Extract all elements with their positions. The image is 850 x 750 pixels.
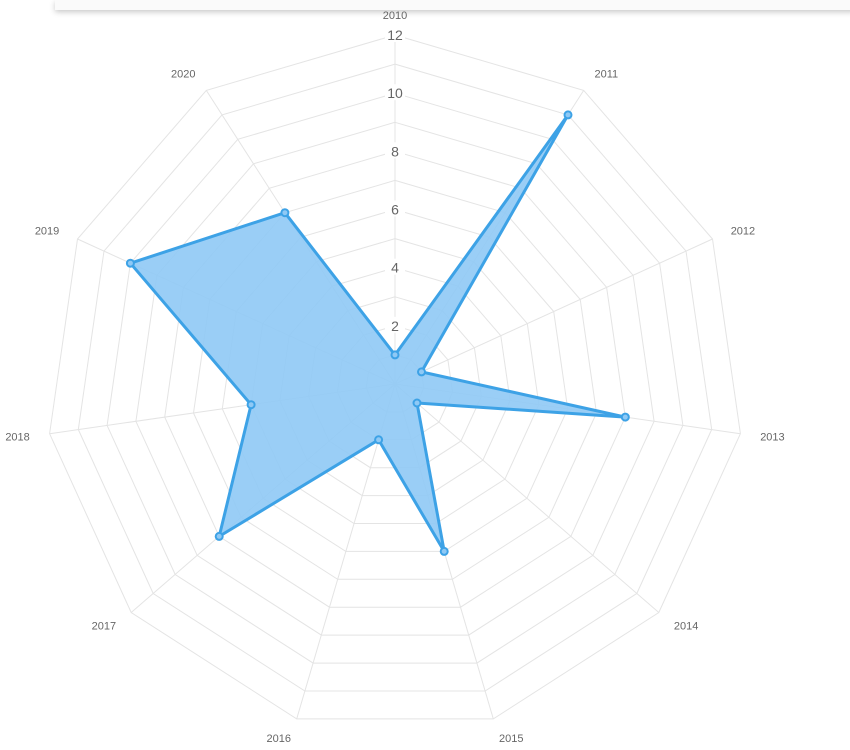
category-label: 2018: [5, 432, 29, 444]
data-point: [417, 367, 426, 377]
category-label: 2015: [499, 733, 523, 745]
category-label: 2017: [92, 621, 116, 633]
tick-label-bg: [385, 84, 405, 101]
top-shadow-bar: [55, 0, 850, 10]
tick-label: 10: [387, 85, 403, 101]
tick-label-bg: [385, 200, 405, 217]
data-point: [563, 110, 573, 120]
data-point: [412, 398, 422, 408]
category-label: 2020: [171, 69, 195, 81]
grid-ring: [77, 63, 713, 692]
tick-label: 2: [391, 318, 399, 334]
category-label: 2019: [35, 226, 59, 238]
data-point: [125, 258, 135, 268]
grid-ring: [49, 34, 741, 720]
category-label: 2011: [595, 69, 619, 81]
category-label: 2016: [267, 733, 291, 745]
category-label: 2013: [760, 432, 784, 444]
data-point: [439, 546, 449, 556]
data-point: [246, 400, 256, 410]
tick-label: 6: [391, 202, 399, 218]
category-label: 2012: [731, 226, 755, 238]
data-point: [280, 208, 290, 218]
category-label: 2014: [674, 621, 698, 633]
category-label: 2010: [383, 10, 407, 22]
series-area: [128, 113, 627, 553]
tick-label: 8: [391, 143, 399, 159]
tick-label: 12: [387, 27, 403, 43]
grid-ring: [106, 92, 684, 664]
data-series: [125, 110, 630, 556]
tick-label-bg: [385, 316, 405, 333]
data-point: [374, 435, 384, 445]
radial-tick-labels: 2 4 6 8 10 12: [385, 26, 405, 334]
data-point: [390, 350, 400, 360]
tick-label: 4: [391, 260, 399, 276]
tick-label-bg: [385, 258, 405, 275]
tick-label-bg: [385, 142, 405, 159]
data-point: [214, 531, 224, 541]
category-labels: 2010 2011 2012 2013 2014 2015 2016 2017 2018 2019…: [5, 10, 784, 745]
data-point: [620, 412, 630, 422]
tick-label-bg: [385, 26, 405, 42]
